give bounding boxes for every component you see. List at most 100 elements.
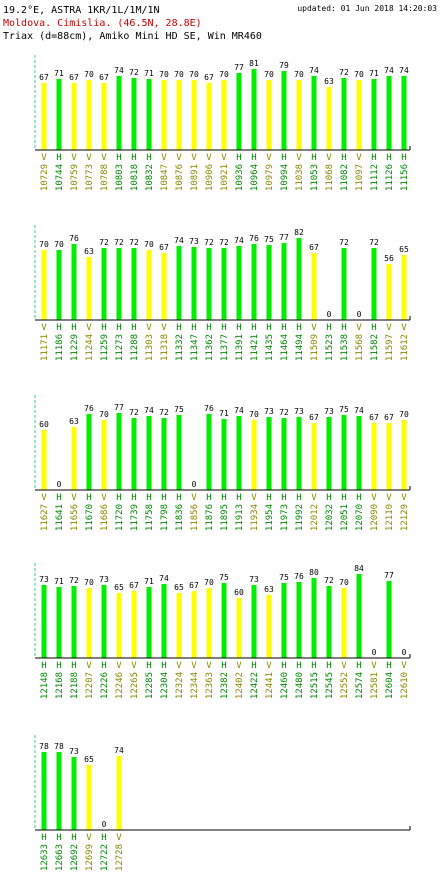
pol-label: V: [371, 661, 377, 671]
x-tick-label: 11670: [85, 504, 95, 531]
pol-label: V: [341, 661, 347, 671]
value-label: 71: [144, 69, 154, 78]
pol-label: V: [401, 493, 407, 503]
value-label: 74: [234, 236, 244, 245]
x-tick-label: 12168: [55, 672, 65, 699]
x-tick-label: 11597: [385, 334, 395, 361]
value-label: 60: [39, 420, 49, 429]
value-label: 0: [192, 480, 197, 489]
bar: [401, 255, 407, 320]
value-label: 74: [174, 236, 184, 245]
value-label: 76: [69, 234, 79, 243]
bar: [116, 413, 122, 490]
bar: [116, 593, 122, 658]
bar: [116, 756, 122, 830]
pol-label: H: [341, 153, 346, 163]
value-label: 74: [114, 746, 124, 755]
pol-label: H: [371, 153, 376, 163]
pol-label: V: [386, 493, 392, 503]
bar: [341, 415, 347, 490]
x-tick-label: 12604: [385, 672, 395, 699]
pol-label: H: [371, 323, 376, 333]
bar: [71, 757, 77, 830]
value-label: 74: [354, 406, 364, 415]
value-label: 72: [129, 238, 139, 247]
x-tick-label: 12552: [340, 672, 350, 699]
pol-label: V: [311, 323, 317, 333]
x-tick-label: 12402: [235, 672, 245, 699]
value-label: 76: [84, 404, 94, 413]
bar: [281, 71, 287, 150]
value-label: 74: [159, 574, 169, 583]
bar: [176, 415, 182, 490]
x-tick-label: 11934: [250, 504, 260, 531]
x-tick-label: 11421: [250, 334, 260, 361]
x-tick-label: 12070: [355, 504, 365, 531]
value-label: 77: [279, 233, 289, 242]
x-tick-label: 10847: [160, 164, 170, 191]
bar: [266, 417, 272, 490]
pol-label: H: [281, 323, 286, 333]
pol-label: H: [386, 661, 391, 671]
value-label: 72: [369, 238, 379, 247]
bar: [281, 583, 287, 658]
bar: [356, 574, 362, 658]
x-tick-label: 12324: [175, 672, 185, 699]
title: 19.2°E, ASTRA 1KR/1L/1M/1N: [3, 5, 160, 16]
pol-label: H: [221, 493, 226, 503]
pol-label: H: [116, 323, 121, 333]
bar: [266, 245, 272, 320]
pol-label: V: [386, 323, 392, 333]
pol-label: H: [146, 493, 151, 503]
bar: [251, 69, 257, 150]
pol-label: H: [221, 323, 226, 333]
value-label: 0: [102, 820, 107, 829]
x-tick-label: 11244: [85, 334, 95, 361]
value-label: 78: [54, 742, 64, 751]
pol-label: H: [311, 153, 316, 163]
bar: [191, 80, 197, 150]
value-label: 76: [249, 234, 259, 243]
pol-label: H: [116, 153, 121, 163]
bar: [341, 248, 347, 320]
pol-label: H: [161, 493, 166, 503]
value-label: 67: [129, 581, 139, 590]
bar: [131, 418, 137, 490]
x-tick-label: 11332: [175, 334, 185, 361]
pol-label: H: [146, 153, 151, 163]
x-tick-label: 12090: [370, 504, 380, 531]
value-label: 72: [69, 576, 79, 585]
pol-label: H: [131, 493, 136, 503]
x-tick-label: 11686: [100, 504, 110, 531]
value-label: 65: [114, 583, 124, 592]
x-tick-label: 12633: [40, 844, 50, 871]
pol-label: V: [146, 323, 152, 333]
value-label: 71: [219, 409, 229, 418]
bar: [326, 586, 332, 658]
pol-label: V: [86, 833, 92, 843]
value-label: 70: [159, 70, 169, 79]
x-tick-label: 12246: [115, 672, 125, 699]
value-label: 74: [234, 406, 244, 415]
bar: [101, 248, 107, 320]
x-tick-label: 11097: [355, 164, 365, 191]
pol-label: H: [176, 323, 181, 333]
pol-label: V: [161, 153, 167, 163]
pol-label: H: [176, 493, 181, 503]
bar: [296, 417, 302, 490]
pol-label: H: [266, 323, 271, 333]
bar: [386, 76, 392, 150]
pol-label: H: [86, 493, 91, 503]
value-label: 76: [294, 572, 304, 581]
x-tick-label: 11798: [160, 504, 170, 531]
value-label: 67: [189, 581, 199, 590]
value-label: 73: [324, 407, 334, 416]
pol-label: V: [176, 153, 182, 163]
x-tick-label: 12110: [385, 504, 395, 531]
x-tick-label: 10803: [115, 164, 125, 191]
bar: [176, 593, 182, 658]
bar: [116, 76, 122, 150]
bar: [266, 80, 272, 150]
x-tick-label: 11435: [265, 334, 275, 361]
pol-label: V: [206, 661, 212, 671]
